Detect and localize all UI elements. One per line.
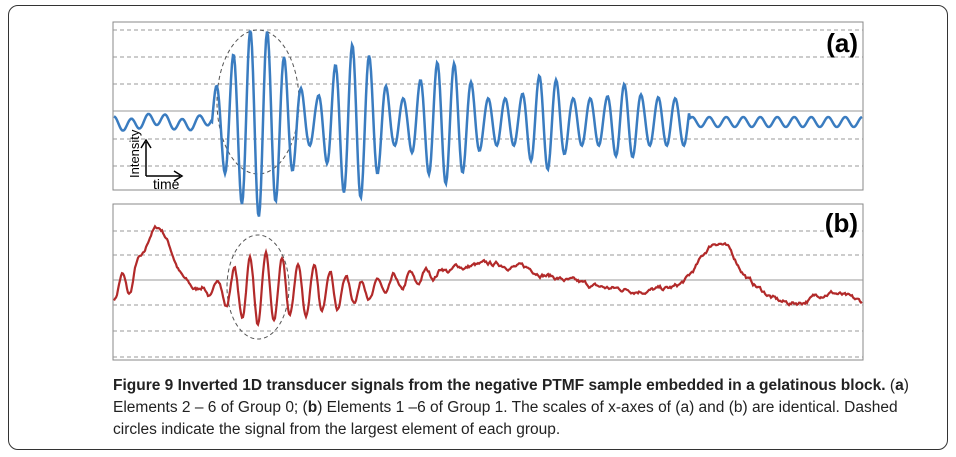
figure: (a) (b) Intensity time <box>112 21 864 361</box>
caption-text: ) Elements 2 – 6 of Group 0; ( <box>113 377 909 416</box>
caption-text: b <box>307 399 318 416</box>
panel-label: (b) <box>825 208 858 238</box>
signal-b <box>113 224 863 328</box>
caption: Figure 9 Inverted 1D transducer signals … <box>113 375 943 441</box>
arrow-head <box>173 170 184 182</box>
x-axis-label: time <box>153 176 180 192</box>
dashed-circle <box>226 234 290 340</box>
caption-text: ( <box>889 377 896 394</box>
caption-text: ) Elements 1 –6 of Group 1. The scales o… <box>113 399 898 438</box>
arrow-head <box>140 138 152 149</box>
signal-a <box>113 30 863 217</box>
panel-label: (a) <box>826 28 858 58</box>
caption-text: a <box>895 377 904 394</box>
caption-title: Figure 9 Inverted 1D transducer signals … <box>113 377 886 394</box>
figure-frame <box>8 5 948 450</box>
y-axis-label: Intensity <box>127 129 142 178</box>
